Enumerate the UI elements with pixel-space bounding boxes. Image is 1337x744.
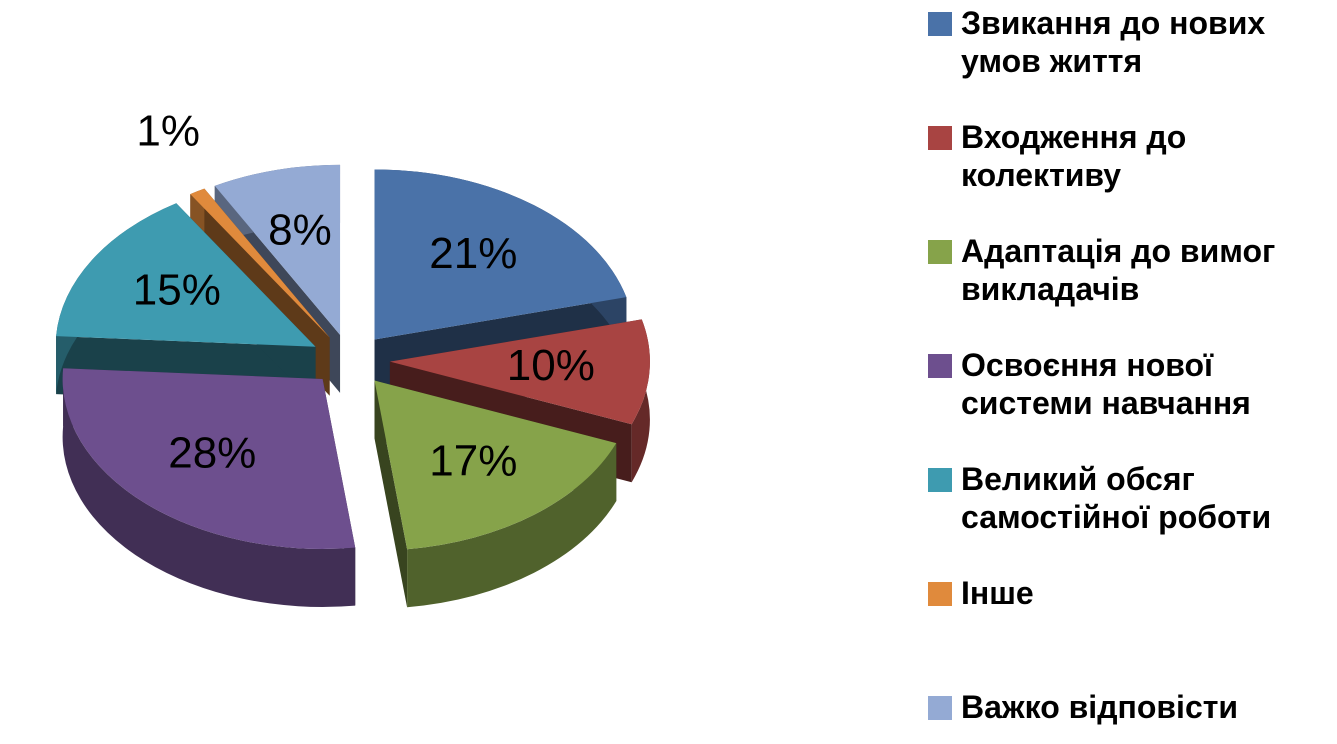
legend-label: Освоєння нової системи навчання xyxy=(961,347,1251,421)
legend-swatch xyxy=(928,126,952,150)
legend-item: Важко відповісти xyxy=(928,688,1333,744)
legend-swatch xyxy=(928,12,952,36)
pie-plot: 21% 10% 17% 28% 15% 1% 8% xyxy=(56,107,650,608)
slice xyxy=(374,380,617,550)
legend-swatch xyxy=(928,696,952,720)
legend-swatch xyxy=(928,468,952,492)
legend-label: Важко відповісти xyxy=(961,689,1239,725)
legend-item: Великий обсяг самостійної роботи xyxy=(928,460,1333,536)
legend: Звикання до нових умов життя Входження до… xyxy=(928,4,1333,744)
data-label: 17% xyxy=(429,436,517,485)
slice xyxy=(190,188,330,338)
slice-tops: 21% 10% 17% 28% 15% 1% 8% xyxy=(56,107,650,550)
legend-swatch xyxy=(928,354,952,378)
legend-label: Звикання до нових умов життя xyxy=(961,5,1266,79)
data-label: 8% xyxy=(268,205,332,254)
legend-item: Інше xyxy=(928,574,1333,650)
data-label: 1% xyxy=(136,107,200,156)
legend-swatch xyxy=(928,240,952,264)
legend-label: Входження до колективу xyxy=(961,119,1187,193)
legend-item: Освоєння нової системи навчання xyxy=(928,346,1333,422)
slice xyxy=(374,169,627,340)
data-label: 28% xyxy=(168,428,256,477)
slice xyxy=(214,164,341,335)
slice xyxy=(62,368,356,549)
slice xyxy=(56,203,316,347)
legend-item: Адаптація до вимог викладачів xyxy=(928,232,1333,308)
legend-label: Адаптація до вимог викладачів xyxy=(961,233,1276,307)
legend-label: Великий обсяг самостійної роботи xyxy=(961,461,1272,535)
legend-swatch xyxy=(928,582,952,606)
slice-wall xyxy=(374,380,408,608)
legend-label: Інше xyxy=(961,575,1034,611)
slice-rim xyxy=(62,368,356,607)
data-label: 21% xyxy=(429,229,517,278)
legend-item: Звикання до нових умов життя xyxy=(928,4,1333,80)
data-label: 15% xyxy=(133,266,221,315)
data-label: 10% xyxy=(507,341,595,390)
slice xyxy=(389,319,650,425)
slice-rim xyxy=(407,443,617,608)
legend-item: Входження до колективу xyxy=(928,118,1333,194)
